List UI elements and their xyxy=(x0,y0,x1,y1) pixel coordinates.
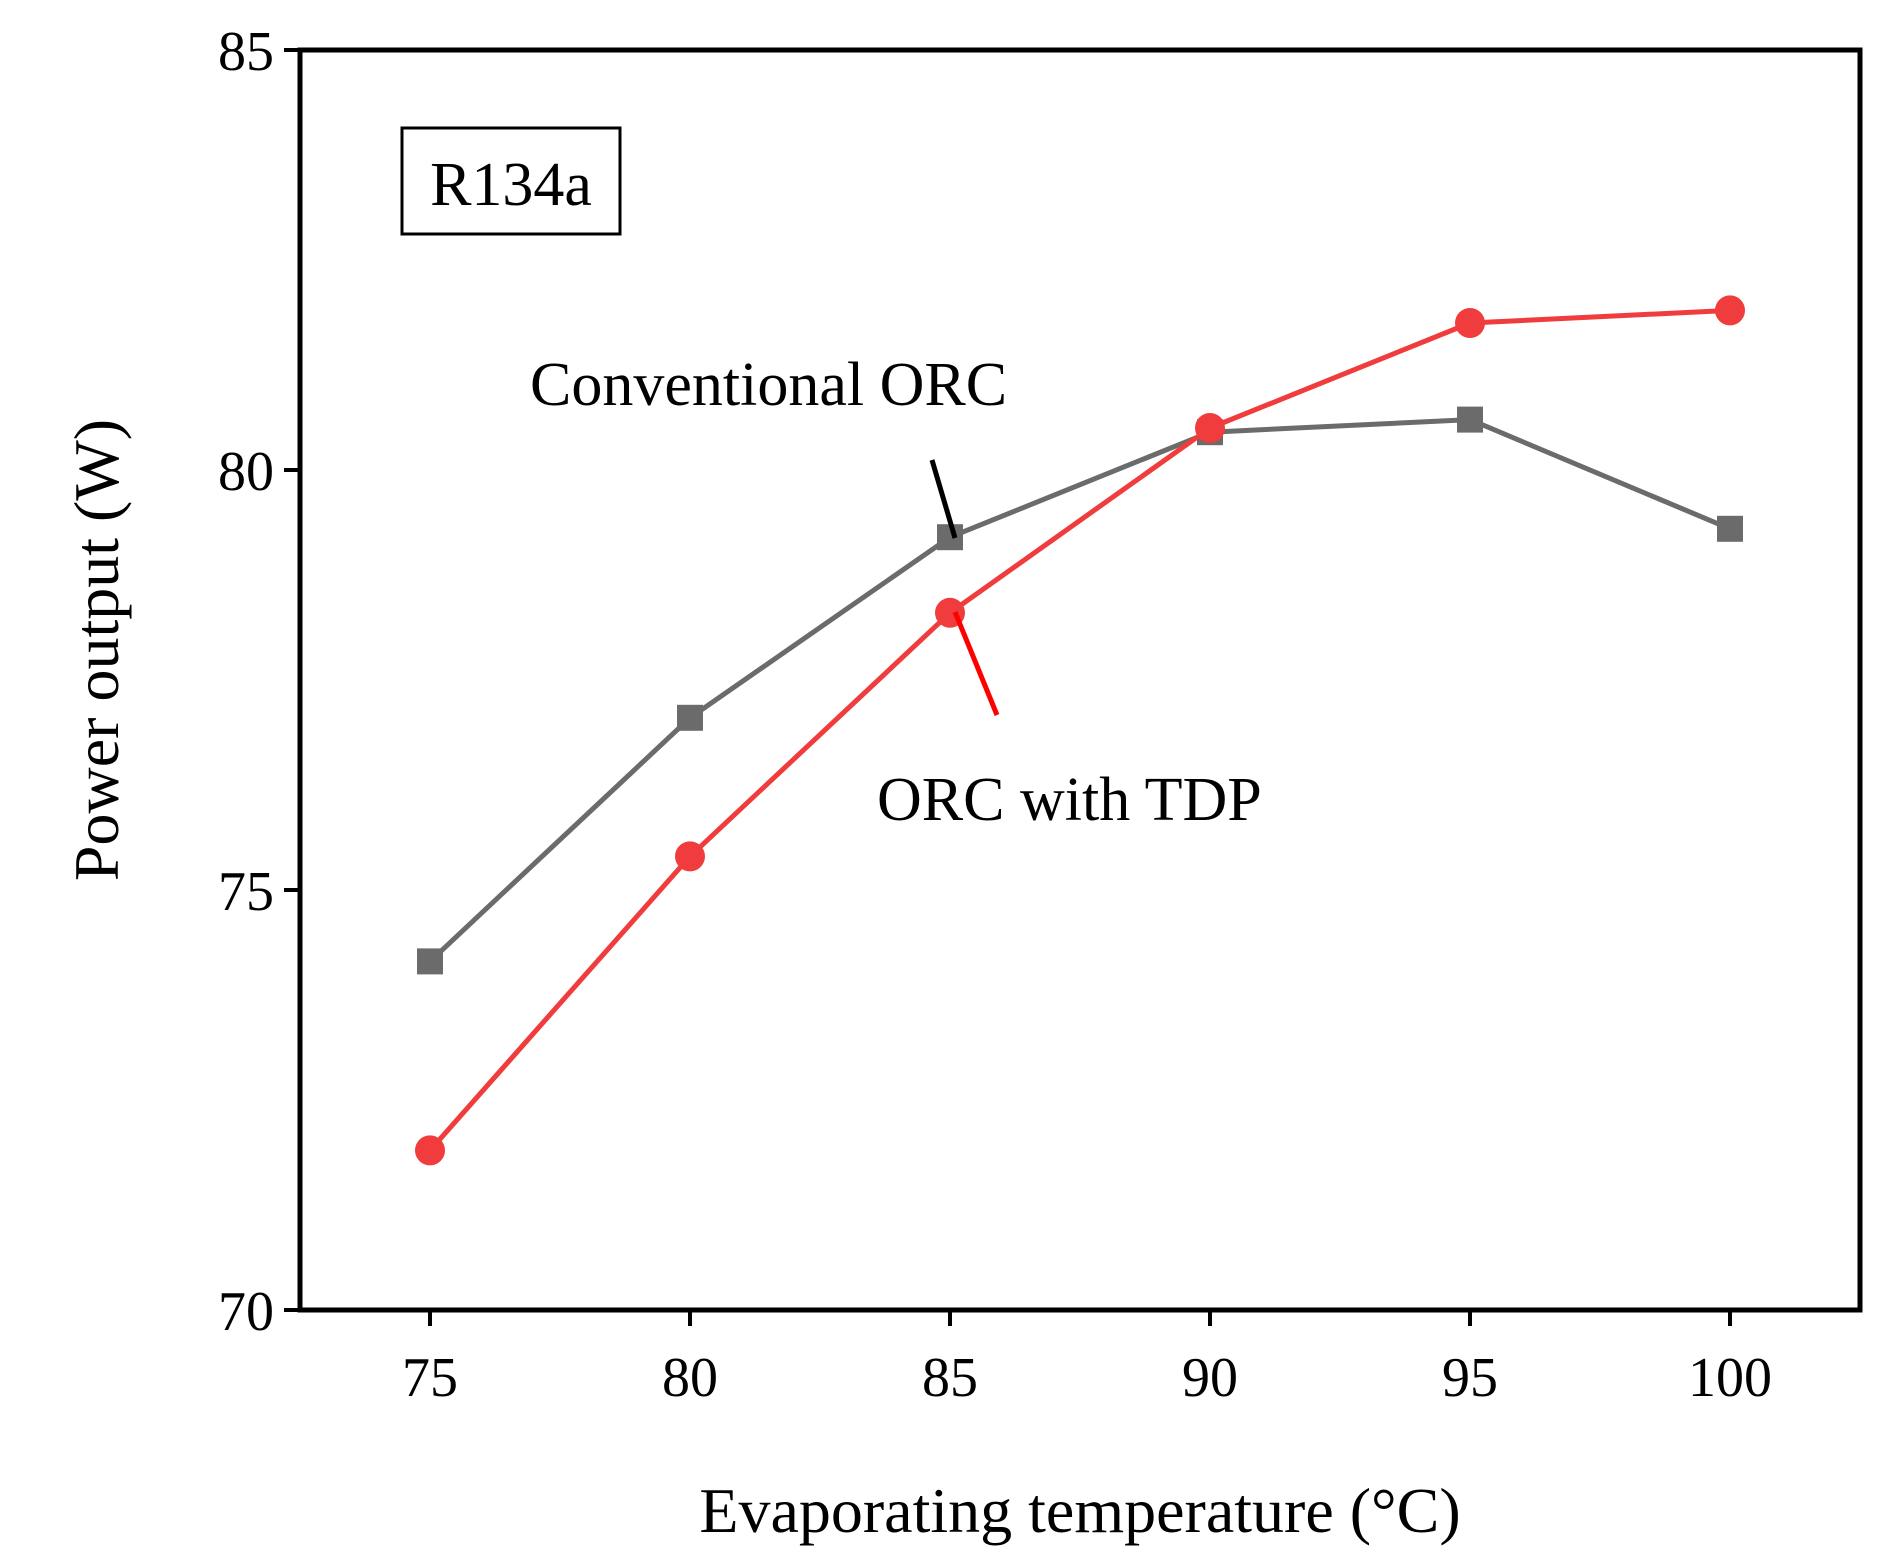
x-tick-label: 100 xyxy=(1688,1347,1772,1409)
data-point-conventional-orc xyxy=(677,704,703,731)
y-tick-label: 70 xyxy=(218,1281,274,1343)
orc-with-tdp-annotation: ORC with TDP xyxy=(877,766,1262,834)
y-tick-label: 75 xyxy=(218,861,274,923)
x-axis-title: Evaporating temperature (°C) xyxy=(699,1475,1460,1546)
conventional-orc-leader xyxy=(929,459,958,539)
fluid-label-text: R134a xyxy=(430,151,592,219)
data-point-conventional-orc xyxy=(417,948,443,975)
series-conventional-orc xyxy=(417,406,1743,975)
data-point-orc-with-tdp xyxy=(1715,295,1745,326)
x-tick-label: 85 xyxy=(922,1347,978,1409)
data-point-orc-with-tdp xyxy=(675,841,705,872)
series-line-conventional-orc xyxy=(428,417,1731,964)
x-tick-label: 90 xyxy=(1182,1347,1238,1409)
fluid-label-box: R134a xyxy=(400,126,622,236)
x-tick-label: 75 xyxy=(402,1347,458,1409)
data-point-orc-with-tdp xyxy=(1195,413,1225,443)
orc-with-tdp-leader xyxy=(952,611,1000,716)
conventional-orc-annotation: Conventional ORC xyxy=(530,351,1007,419)
series-orc-with-tdp xyxy=(415,295,1745,1166)
plot-frame xyxy=(297,47,1863,1313)
y-tick-label: 85 xyxy=(218,21,274,83)
x-tick-label: 80 xyxy=(662,1347,718,1409)
y-axis-title: Power output (W) xyxy=(61,419,132,881)
data-point-orc-with-tdp xyxy=(1455,308,1485,338)
x-tick-label: 95 xyxy=(1442,1347,1498,1409)
data-point-conventional-orc xyxy=(1717,515,1743,542)
data-point-orc-with-tdp xyxy=(415,1135,445,1166)
series-line-orc-with-tdp xyxy=(428,307,1731,1153)
fluid-label-frame xyxy=(400,126,622,236)
y-tick-label: 80 xyxy=(218,441,274,503)
y-axis-ticks: 70 75 80 85 xyxy=(218,21,300,1343)
x-axis-ticks: 75 80 85 90 95 100 xyxy=(402,1310,1772,1409)
data-point-conventional-orc xyxy=(1457,406,1483,433)
series-layer xyxy=(415,295,1745,1166)
